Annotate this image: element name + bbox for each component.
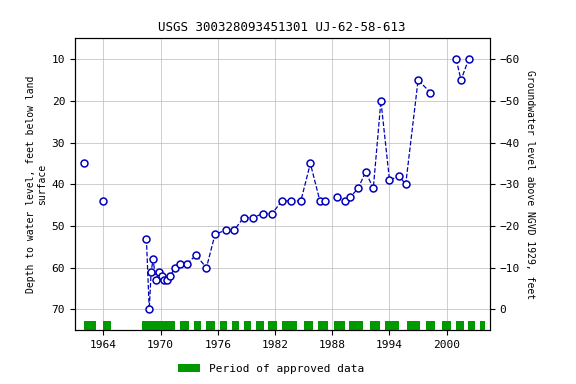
Bar xyxy=(456,321,464,331)
Bar xyxy=(442,321,452,331)
Bar xyxy=(480,321,485,331)
Bar xyxy=(426,321,435,331)
Title: USGS 300328093451301 UJ-62-58-613: USGS 300328093451301 UJ-62-58-613 xyxy=(158,22,406,35)
Bar xyxy=(268,321,277,331)
Bar xyxy=(206,321,215,331)
Bar xyxy=(256,321,264,331)
Y-axis label: Depth to water level, feet below land
surface: Depth to water level, feet below land su… xyxy=(26,76,47,293)
Legend: Period of approved data: Period of approved data xyxy=(173,359,368,379)
Bar xyxy=(104,321,111,331)
Bar xyxy=(318,321,328,331)
Bar xyxy=(385,321,399,331)
Bar xyxy=(232,321,239,331)
Bar xyxy=(407,321,420,331)
Y-axis label: Groundwater level above NGVD 1929, feet: Groundwater level above NGVD 1929, feet xyxy=(525,70,535,299)
Bar xyxy=(244,321,251,331)
Bar xyxy=(220,321,228,331)
Bar xyxy=(142,321,175,331)
Bar xyxy=(370,321,380,331)
Bar xyxy=(334,321,344,331)
Bar xyxy=(350,321,363,331)
Bar xyxy=(304,321,313,331)
Bar xyxy=(85,321,96,331)
Bar xyxy=(282,321,297,331)
Bar xyxy=(194,321,200,331)
Bar xyxy=(468,321,475,331)
Bar xyxy=(180,321,190,331)
